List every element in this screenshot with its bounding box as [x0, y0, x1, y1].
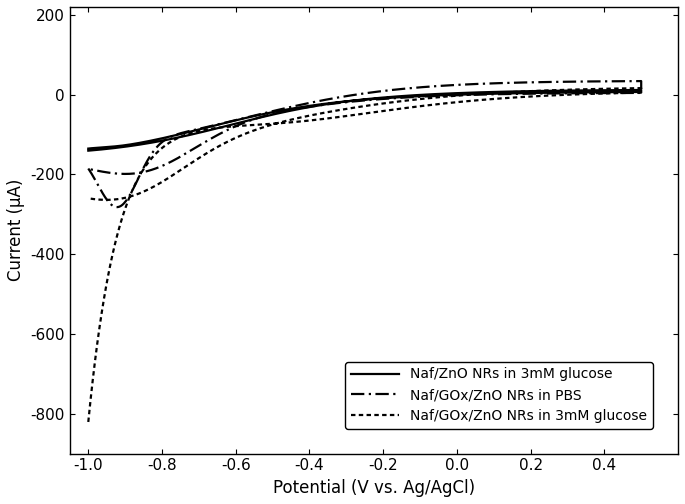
- Naf/GOx/ZnO NRs in PBS: [326, 101, 334, 107]
- Line: Naf/GOx/ZnO NRs in 3mM glucose: Naf/GOx/ZnO NRs in 3mM glucose: [88, 88, 641, 422]
- Naf/GOx/ZnO NRs in 3mM glucose: [84, 195, 92, 201]
- X-axis label: Potential (V vs. Ag/AgCl): Potential (V vs. Ag/AgCl): [273, 479, 475, 497]
- Naf/GOx/ZnO NRs in 3mM glucose: [637, 85, 645, 91]
- Legend: Naf/ZnO NRs in 3mM glucose, Naf/GOx/ZnO NRs in PBS, Naf/GOx/ZnO NRs in 3mM gluco: Naf/ZnO NRs in 3mM glucose, Naf/GOx/ZnO …: [345, 362, 653, 429]
- Naf/GOx/ZnO NRs in PBS: [199, 125, 207, 131]
- Naf/GOx/ZnO NRs in PBS: [429, 93, 437, 99]
- Line: Naf/GOx/ZnO NRs in PBS: Naf/GOx/ZnO NRs in PBS: [88, 81, 641, 207]
- Naf/ZnO NRs in 3mM glucose: [327, 100, 335, 106]
- Naf/ZnO NRs in 3mM glucose: [84, 148, 92, 154]
- Naf/ZnO NRs in 3mM glucose: [197, 129, 205, 135]
- Naf/GOx/ZnO NRs in 3mM glucose: [430, 95, 438, 101]
- Naf/GOx/ZnO NRs in 3mM glucose: [307, 112, 315, 118]
- Naf/GOx/ZnO NRs in 3mM glucose: [327, 108, 335, 114]
- Naf/GOx/ZnO NRs in PBS: [573, 79, 581, 85]
- Naf/GOx/ZnO NRs in PBS: [533, 79, 541, 85]
- Naf/GOx/ZnO NRs in 3mM glucose: [84, 419, 92, 425]
- Line: Naf/ZnO NRs in 3mM glucose: Naf/ZnO NRs in 3mM glucose: [88, 90, 641, 151]
- Naf/ZnO NRs in 3mM glucose: [637, 87, 645, 93]
- Naf/ZnO NRs in 3mM glucose: [84, 146, 92, 152]
- Naf/GOx/ZnO NRs in PBS: [637, 78, 645, 84]
- Naf/GOx/ZnO NRs in PBS: [84, 165, 92, 171]
- Naf/ZnO NRs in 3mM glucose: [532, 88, 540, 94]
- Naf/GOx/ZnO NRs in PBS: [113, 204, 121, 210]
- Naf/GOx/ZnO NRs in 3mM glucose: [197, 128, 205, 134]
- Naf/GOx/ZnO NRs in 3mM glucose: [572, 91, 580, 97]
- Naf/ZnO NRs in 3mM glucose: [572, 88, 580, 94]
- Naf/GOx/ZnO NRs in 3mM glucose: [532, 93, 540, 99]
- Y-axis label: Current (μA): Current (μA): [7, 179, 25, 281]
- Naf/ZnO NRs in 3mM glucose: [430, 93, 438, 99]
- Naf/GOx/ZnO NRs in PBS: [84, 166, 92, 172]
- Naf/GOx/ZnO NRs in PBS: [306, 104, 314, 110]
- Naf/ZnO NRs in 3mM glucose: [307, 103, 315, 109]
